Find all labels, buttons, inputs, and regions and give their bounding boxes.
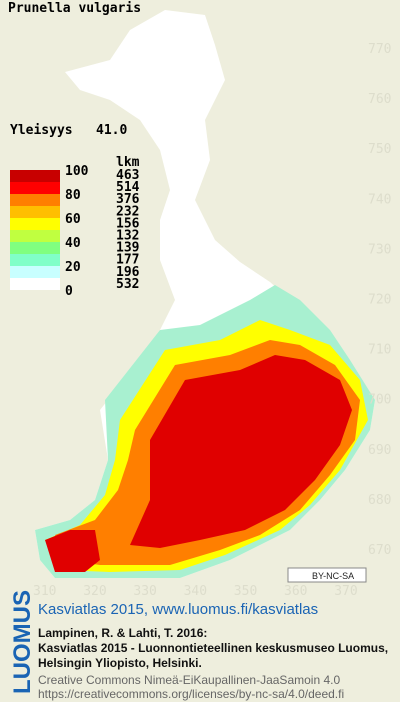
citation-line: Kasviatlas 2015 - Luonnontieteellinen ke… (38, 641, 388, 655)
link: Kasviatlas 2015, www.luomus.fi/kasviatla… (38, 601, 318, 618)
x-coordinate-label: 310 (33, 584, 56, 599)
legend-swatch (10, 242, 60, 254)
y-coordinate-label: 730 (368, 242, 391, 257)
legend-swatch (10, 170, 60, 182)
cc-badge-text: BY-NC-SA (312, 571, 354, 581)
legend-swatch (10, 266, 60, 278)
frequency-value: 41.0 (96, 123, 127, 138)
citation-line: Lampinen, R. & Lahti, T. 2016: (38, 626, 207, 640)
legend-count: 232 (116, 204, 139, 219)
legend-swatch (10, 218, 60, 230)
x-coordinate-label: 330 (133, 584, 156, 599)
map: BY-NC-SA (35, 10, 375, 583)
y-coordinate-label: 750 (368, 142, 391, 157)
legend-level: 100 (65, 164, 89, 179)
y-coordinate-label: 690 (368, 443, 391, 458)
y-coordinate-label: 760 (368, 92, 391, 107)
legend-count: 376 (116, 192, 140, 207)
legend-count: 177 (116, 253, 139, 268)
count-header: lkm (116, 155, 140, 170)
legend-swatch (10, 206, 60, 218)
x-coordinate-label: 370 (334, 584, 357, 599)
legend-swatch (10, 182, 60, 194)
legend-swatch (10, 278, 60, 290)
legend-count: 532 (116, 277, 139, 292)
legend-level: 60 (65, 212, 81, 227)
y-coordinate-label: 770 (368, 42, 391, 57)
legend-count: 132 (116, 229, 139, 244)
x-coordinate-label: 340 (184, 584, 207, 599)
y-coordinate-label: 680 (368, 493, 391, 508)
legend-level: 20 (65, 260, 81, 275)
legend-swatch (10, 254, 60, 266)
logo: LUOMUS (9, 590, 36, 694)
license-line: Creative Commons Nimeä-EiKaupallinen-Jaa… (38, 673, 340, 687)
y-coordinate-label: 670 (368, 543, 391, 558)
x-coordinate-label: 320 (83, 584, 106, 599)
zone-top (130, 355, 352, 548)
title: Prunella vulgaris (8, 1, 141, 16)
legend-level: 40 (65, 236, 81, 251)
cc-badge (287, 567, 367, 583)
y-coordinate-label: 700 (368, 393, 391, 408)
legend-count: 196 (116, 265, 140, 280)
legend-level: 0 (65, 284, 73, 299)
zone-top-sw (45, 530, 100, 572)
legend-count: 514 (116, 180, 140, 195)
legend-swatch (10, 230, 60, 242)
legend-count: 156 (116, 216, 140, 231)
y-coordinate-label: 720 (368, 293, 391, 308)
y-coordinate-label: 740 (368, 192, 391, 207)
legend-count: 139 (116, 241, 139, 256)
legend-count: 463 (116, 168, 139, 183)
citation-line: Helsingin Yliopisto, Helsinki. (38, 656, 202, 670)
legend-level: 80 (65, 188, 81, 203)
x-coordinate-label: 350 (234, 584, 257, 599)
frequency-label: Yleisyys (10, 123, 73, 138)
license-line: https://creativecommons.org/licenses/by-… (38, 687, 344, 701)
y-coordinate-label: 710 (368, 343, 391, 358)
x-coordinate-label: 360 (284, 584, 307, 599)
legend-swatch (10, 194, 60, 206)
